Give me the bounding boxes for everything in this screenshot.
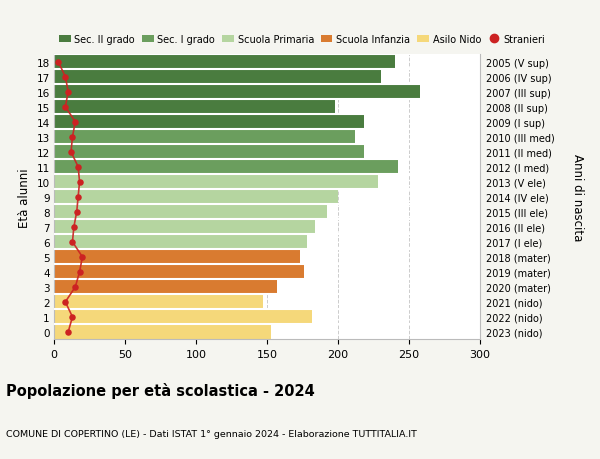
Point xyxy=(66,149,76,156)
Point xyxy=(68,239,77,246)
Bar xyxy=(54,145,364,160)
Bar xyxy=(54,190,338,205)
Text: Popolazione per età scolastica - 2024: Popolazione per età scolastica - 2024 xyxy=(6,382,315,398)
Bar xyxy=(54,280,277,295)
Point xyxy=(75,269,85,276)
Bar xyxy=(54,55,395,70)
Point xyxy=(64,329,73,336)
Point xyxy=(68,134,77,141)
Bar xyxy=(54,310,313,325)
Bar xyxy=(54,175,378,190)
Point xyxy=(73,194,83,201)
Bar xyxy=(54,205,326,220)
Point xyxy=(71,119,80,126)
Bar xyxy=(54,235,307,250)
Bar xyxy=(54,295,263,310)
Bar xyxy=(54,100,335,115)
Bar xyxy=(54,85,421,100)
Bar xyxy=(54,130,355,145)
Bar xyxy=(54,325,271,340)
Point xyxy=(77,254,87,261)
Point xyxy=(72,209,82,216)
Bar xyxy=(54,220,315,235)
Bar xyxy=(54,70,380,85)
Y-axis label: Anni di nascita: Anni di nascita xyxy=(571,154,584,241)
Point xyxy=(71,284,80,291)
Point xyxy=(69,224,79,231)
Point xyxy=(53,59,63,66)
Y-axis label: Età alunni: Età alunni xyxy=(18,168,31,227)
Bar xyxy=(54,250,299,265)
Bar xyxy=(54,115,364,130)
Bar xyxy=(54,160,398,175)
Bar xyxy=(54,265,304,280)
Point xyxy=(73,164,83,171)
Point xyxy=(64,89,73,96)
Point xyxy=(75,179,85,186)
Point xyxy=(68,313,77,321)
Point xyxy=(61,74,70,81)
Legend: Sec. II grado, Sec. I grado, Scuola Primaria, Scuola Infanzia, Asilo Nido, Stran: Sec. II grado, Sec. I grado, Scuola Prim… xyxy=(59,34,545,45)
Point xyxy=(61,104,70,111)
Text: COMUNE DI COPERTINO (LE) - Dati ISTAT 1° gennaio 2024 - Elaborazione TUTTITALIA.: COMUNE DI COPERTINO (LE) - Dati ISTAT 1°… xyxy=(6,429,417,438)
Point xyxy=(61,298,70,306)
